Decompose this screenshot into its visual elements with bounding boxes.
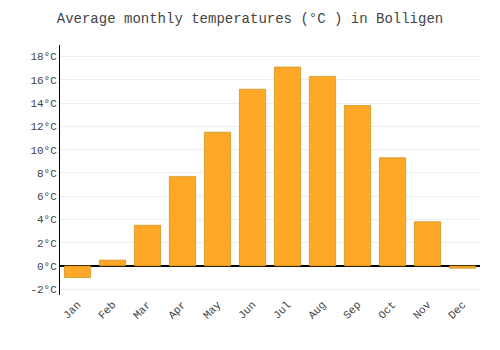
svg-text:-2°C: -2°C <box>30 284 57 296</box>
svg-text:Average monthly temperatures (: Average monthly temperatures (°C ) in Bo… <box>57 11 443 27</box>
svg-text:Sep: Sep <box>341 299 363 321</box>
svg-text:2°C: 2°C <box>37 238 57 250</box>
svg-text:Jul: Jul <box>271 299 293 321</box>
svg-text:Oct: Oct <box>376 299 398 321</box>
svg-text:6°C: 6°C <box>37 191 57 203</box>
svg-text:14°C: 14°C <box>30 98 57 110</box>
svg-text:Aug: Aug <box>306 299 328 321</box>
svg-text:16°C: 16°C <box>30 75 57 87</box>
svg-text:12°C: 12°C <box>30 121 57 133</box>
svg-text:8°C: 8°C <box>37 168 57 180</box>
svg-text:Jun: Jun <box>236 299 258 321</box>
svg-text:0°C: 0°C <box>37 261 57 273</box>
svg-text:Mar: Mar <box>131 299 153 321</box>
svg-text:Nov: Nov <box>411 299 434 322</box>
svg-text:10°C: 10°C <box>30 145 57 157</box>
svg-text:Apr: Apr <box>166 299 188 321</box>
svg-text:4°C: 4°C <box>37 214 57 226</box>
svg-text:Dec: Dec <box>446 299 468 321</box>
svg-text:Jan: Jan <box>61 299 83 321</box>
svg-text:Feb: Feb <box>96 299 118 321</box>
svg-text:May: May <box>201 299 224 322</box>
svg-text:18°C: 18°C <box>30 51 57 63</box>
